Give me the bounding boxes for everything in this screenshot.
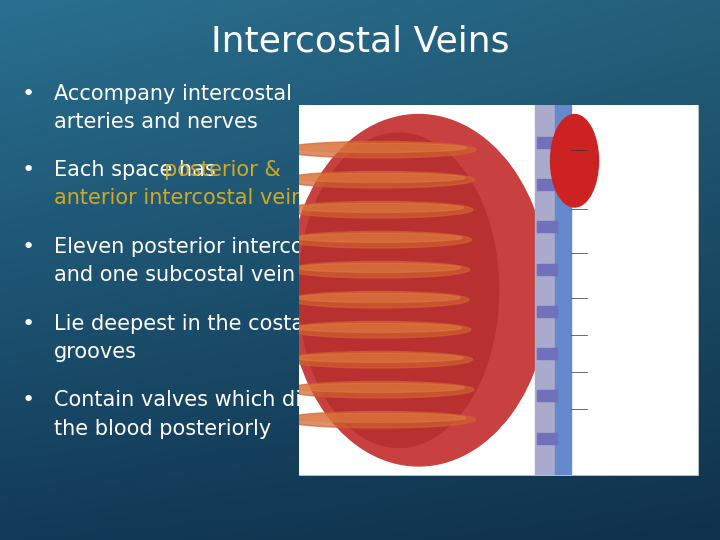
Text: anterior intercostal veins: anterior intercostal veins bbox=[54, 188, 315, 208]
Text: posterior &: posterior & bbox=[164, 160, 281, 180]
Ellipse shape bbox=[285, 352, 472, 368]
Bar bbox=[536, 179, 557, 190]
Ellipse shape bbox=[287, 321, 471, 338]
Bar bbox=[554, 105, 570, 475]
Bar bbox=[536, 264, 557, 275]
Ellipse shape bbox=[286, 231, 472, 248]
Ellipse shape bbox=[299, 133, 498, 448]
Bar bbox=[534, 105, 559, 475]
Ellipse shape bbox=[297, 293, 460, 302]
Text: •: • bbox=[22, 314, 35, 334]
Ellipse shape bbox=[283, 171, 474, 188]
Bar bbox=[536, 433, 557, 444]
Ellipse shape bbox=[282, 141, 476, 158]
Ellipse shape bbox=[284, 201, 473, 218]
Ellipse shape bbox=[294, 353, 463, 362]
Ellipse shape bbox=[288, 292, 469, 308]
Text: •: • bbox=[22, 84, 35, 104]
Bar bbox=[536, 306, 557, 317]
Text: the blood posteriorly: the blood posteriorly bbox=[54, 418, 271, 438]
Text: Accompany intercostal: Accompany intercostal bbox=[54, 84, 292, 104]
Text: and one subcostal vein: and one subcostal vein bbox=[54, 265, 295, 285]
Ellipse shape bbox=[284, 381, 474, 398]
Ellipse shape bbox=[551, 114, 598, 207]
Ellipse shape bbox=[292, 413, 466, 422]
Ellipse shape bbox=[291, 143, 467, 152]
Ellipse shape bbox=[294, 203, 464, 212]
Bar bbox=[536, 348, 557, 359]
Text: Contain valves which direct: Contain valves which direct bbox=[54, 390, 342, 410]
Ellipse shape bbox=[289, 114, 549, 466]
Ellipse shape bbox=[282, 411, 476, 428]
Bar bbox=[536, 390, 557, 401]
Ellipse shape bbox=[297, 263, 461, 273]
Bar bbox=[536, 221, 557, 232]
Bar bbox=[536, 137, 557, 148]
Text: grooves: grooves bbox=[54, 342, 137, 362]
Text: Lie deepest in the costal: Lie deepest in the costal bbox=[54, 314, 310, 334]
Ellipse shape bbox=[293, 383, 464, 393]
Ellipse shape bbox=[295, 233, 462, 242]
Text: Intercostal Veins: Intercostal Veins bbox=[211, 24, 509, 58]
Text: •: • bbox=[22, 160, 35, 180]
Text: Each space has: Each space has bbox=[54, 160, 222, 180]
Ellipse shape bbox=[296, 323, 462, 333]
Ellipse shape bbox=[292, 173, 465, 183]
Bar bbox=[299, 105, 698, 475]
Text: Eleven posterior intercostal: Eleven posterior intercostal bbox=[54, 237, 341, 257]
Bar bbox=[587, 105, 698, 475]
Text: •: • bbox=[22, 390, 35, 410]
Text: •: • bbox=[22, 237, 35, 257]
Text: arteries and nerves: arteries and nerves bbox=[54, 112, 258, 132]
Ellipse shape bbox=[288, 261, 469, 278]
